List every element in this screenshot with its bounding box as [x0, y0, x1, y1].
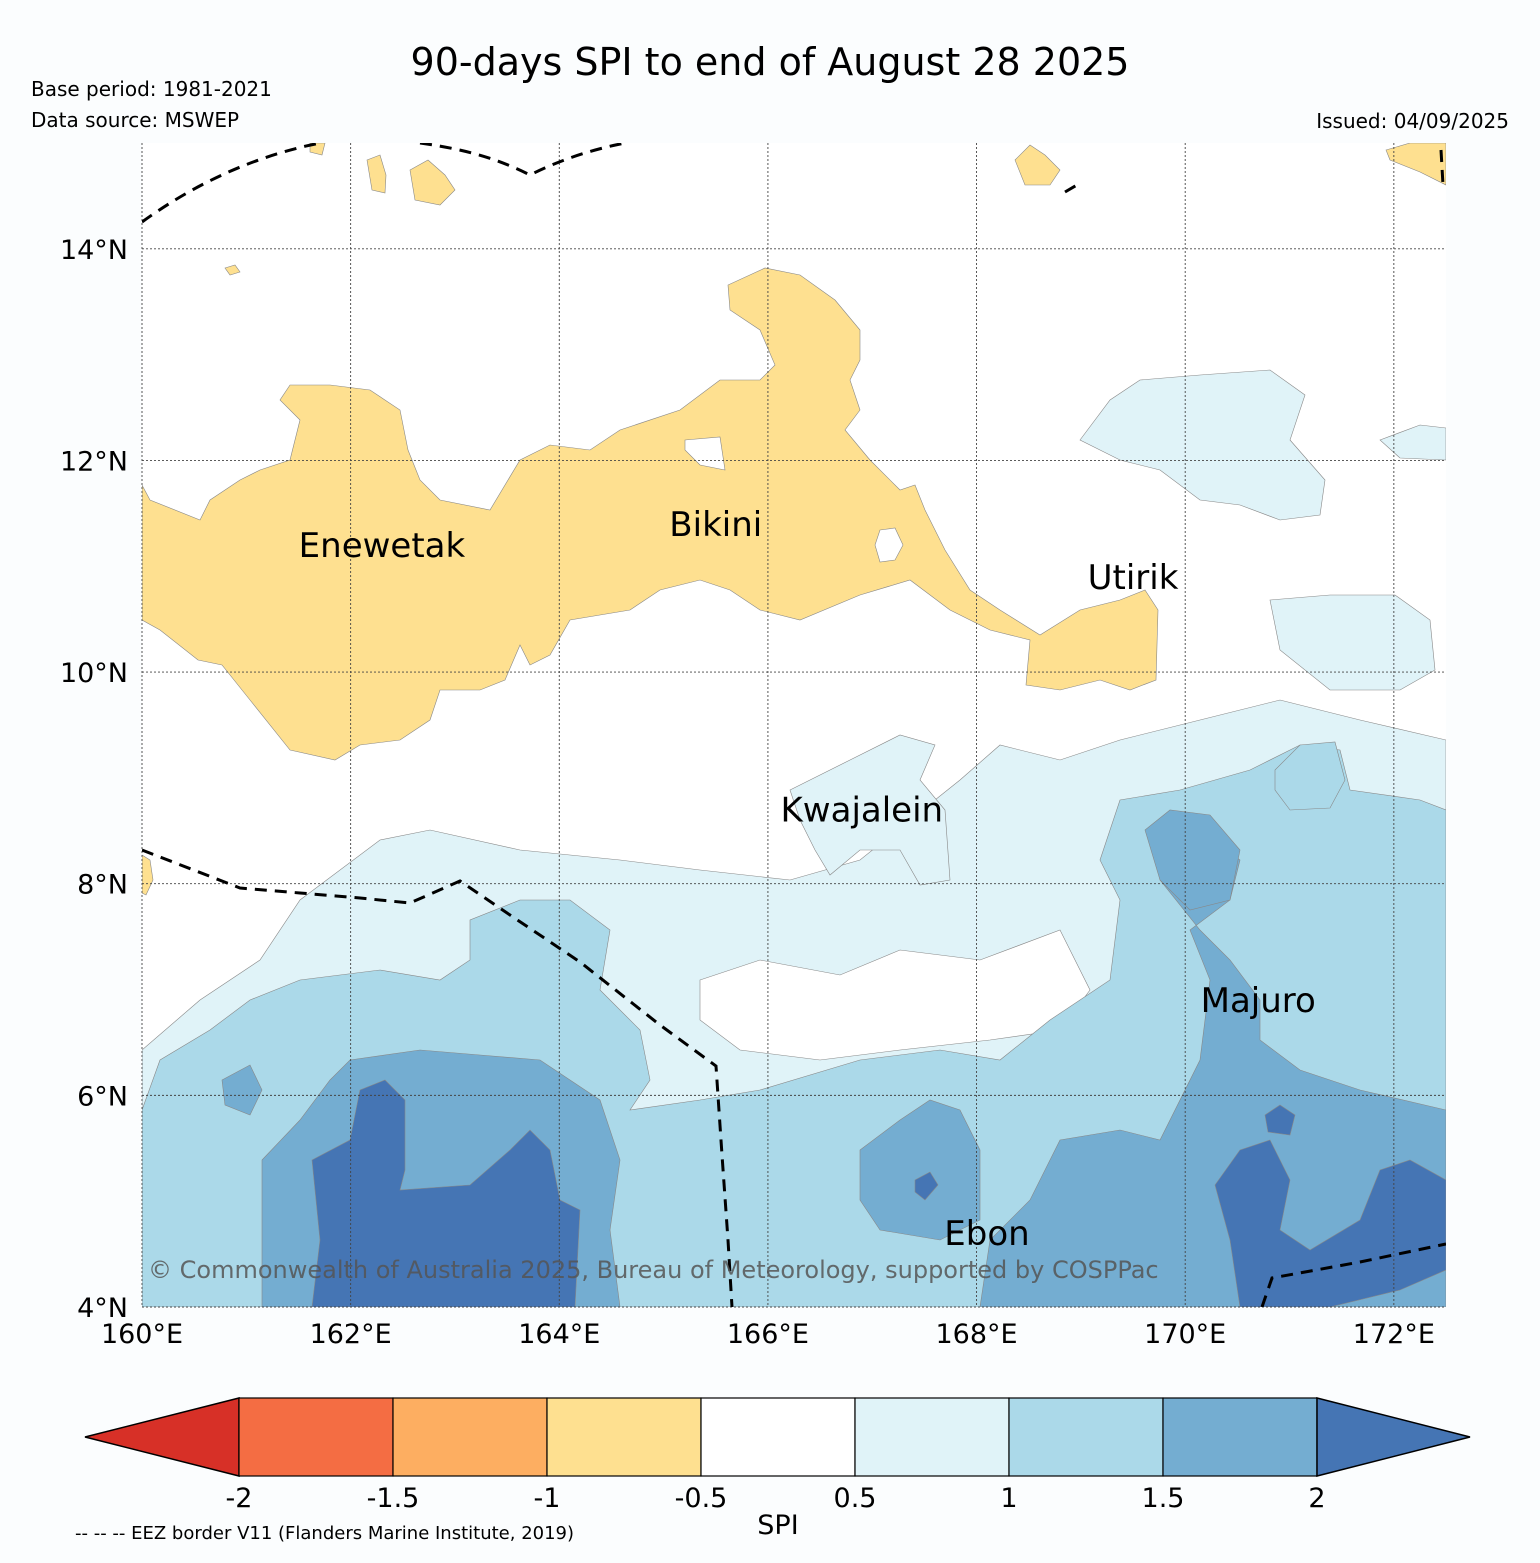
gridlines	[141, 143, 1446, 1308]
map-title: 90-days SPI to end of August 28 2025	[410, 40, 1130, 84]
lon-tick-label: 172°E	[1353, 1319, 1435, 1350]
colorbar-tick-label: -1	[534, 1483, 561, 1514]
lon-tick-label: 164°E	[518, 1319, 600, 1350]
colorbar-segment	[854, 1397, 1010, 1477]
colorbar-tick-label: -1.5	[367, 1483, 420, 1514]
colorbar-segment	[392, 1397, 548, 1477]
spi-kwajalein-patch	[789, 734, 951, 886]
lon-tick-label: 170°E	[1144, 1319, 1226, 1350]
lat-tick-label: 14°N	[60, 235, 128, 266]
place-label-kwajalein: Kwajalein	[781, 791, 944, 831]
place-label-ebon: Ebon	[944, 1214, 1029, 1254]
place-label-bikini: Bikini	[669, 505, 762, 545]
copyright-text: © Commonwealth of Australia 2025, Bureau…	[148, 1256, 1159, 1284]
spi-1.5-2-central	[859, 1099, 981, 1241]
colorbar-segment	[1162, 1397, 1318, 1477]
colorbar-tick-label: 1	[1000, 1483, 1017, 1514]
spi-neg-north-1	[366, 154, 387, 194]
spi-colorbar: -2 -1.5 -1 -0.5 0.5 1 1.5 2	[84, 1397, 1471, 1514]
lon-tick-label: 160°E	[101, 1319, 183, 1350]
spi-above-2-west	[311, 1079, 581, 1307]
base-period: Base period: 1981-2021	[31, 77, 272, 101]
spi-neg-0.5-1-band	[142, 267, 1159, 761]
lon-tick-label: 166°E	[727, 1319, 809, 1350]
eez-border-north-mid	[419, 143, 626, 177]
colorbar-tick-label: -2	[226, 1483, 253, 1514]
latitude-labels: 14°N 12°N 10°N 8°N 6°N 4°N	[60, 235, 128, 1324]
lat-tick-label: 6°N	[77, 1081, 128, 1112]
spi-neg-north-3	[1014, 144, 1061, 186]
spi-northeast-patch	[1079, 369, 1326, 521]
longitude-labels: 160°E 162°E 164°E 166°E 168°E 170°E 172°E	[101, 1319, 1435, 1350]
eez-border-note: -- -- -- EEZ border V11 (Flanders Marine…	[75, 1523, 575, 1544]
spi-above-2-small-2	[1264, 1104, 1296, 1136]
colorbar-segment	[1008, 1397, 1164, 1477]
place-label-majuro: Majuro	[1201, 981, 1316, 1021]
data-source: Data source: MSWEP	[31, 108, 240, 132]
spi-1.5-2-majuro	[1144, 809, 1241, 911]
colorbar-segment	[238, 1397, 394, 1477]
spi-neg-white-notch	[684, 436, 726, 471]
place-label-utirik: Utirik	[1088, 558, 1179, 598]
lon-tick-label: 168°E	[936, 1319, 1018, 1350]
lat-tick-label: 12°N	[60, 446, 128, 477]
eez-border-west	[142, 848, 734, 1307]
spi-neg-bikini-hole	[874, 527, 904, 563]
eez-border-ne-edge	[1439, 149, 1445, 186]
spi-above-2-small	[914, 1171, 939, 1201]
spi-map: 14°N 12°N 10°N 8°N 6°N 4°N 160°E 162°E 164°E 166…	[60, 143, 1446, 1350]
colorbar-label: SPI	[757, 1510, 799, 1541]
lat-tick-label: 8°N	[77, 870, 128, 901]
lon-tick-label: 162°E	[310, 1319, 392, 1350]
spi-neg-north-5	[309, 143, 326, 156]
eez-border-east	[1260, 1242, 1446, 1307]
spi-neg-north-4	[1385, 143, 1446, 186]
lat-tick-label: 10°N	[60, 658, 128, 689]
spi-1.5-2-west	[221, 1064, 263, 1116]
spi-east-patch	[1379, 424, 1446, 461]
spi-neg-west-edge	[142, 854, 154, 896]
issued-date: Issued: 04/09/2025	[1316, 109, 1509, 133]
colorbar-segment	[700, 1397, 856, 1477]
place-label-enewetak: Enewetak	[299, 526, 466, 566]
colorbar-tick-label: 0.5	[834, 1483, 877, 1514]
colorbar-segment	[546, 1397, 702, 1477]
lat-tick-label: 4°N	[77, 1293, 128, 1324]
colorbar-tick-label: 2	[1308, 1483, 1325, 1514]
colorbar-extend-low	[84, 1397, 240, 1477]
spi-medium-patch-north	[1274, 741, 1346, 811]
spi-above-2-east	[1214, 1139, 1446, 1307]
eez-border-north-east	[1064, 180, 1083, 194]
spi-east-patch-2	[1269, 594, 1436, 691]
spi-neg-north-2	[409, 159, 456, 206]
colorbar-tick-label: 1.5	[1142, 1483, 1185, 1514]
eez-border-north-west	[142, 143, 321, 224]
colorbar-extend-high	[1316, 1397, 1471, 1477]
colorbar-tick-label: -0.5	[675, 1483, 728, 1514]
spi-neg-north-6	[224, 264, 241, 276]
place-labels: Enewetak Bikini Utirik Kwajalein Majuro Ebon	[299, 505, 1316, 1254]
